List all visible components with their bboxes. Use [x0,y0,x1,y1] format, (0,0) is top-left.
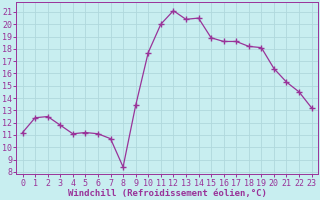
X-axis label: Windchill (Refroidissement éolien,°C): Windchill (Refroidissement éolien,°C) [68,189,267,198]
